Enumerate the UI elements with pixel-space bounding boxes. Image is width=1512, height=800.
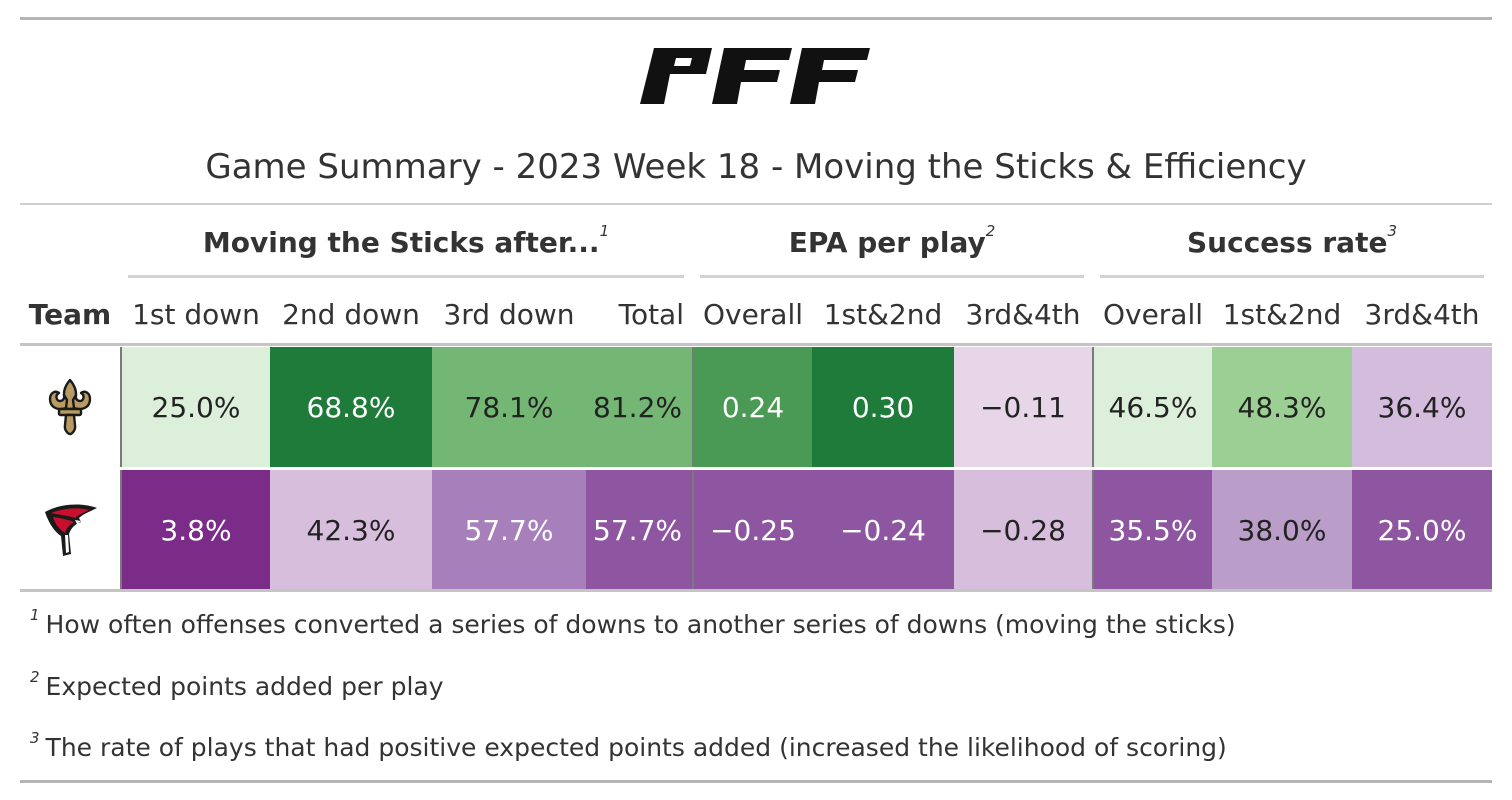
footnote-text: How often offenses converted a series of… [45, 610, 1236, 639]
column-header-epa-1st-2nd: 1st&2nd [823, 297, 943, 331]
falcons-logo-icon [45, 504, 97, 556]
footnote-mark: 2 [985, 222, 996, 240]
title-rule [20, 203, 1492, 205]
cell-saints-3rd-down: 78.1% [432, 347, 586, 467]
cell-falcons-epa-overall: −0.25 [694, 470, 812, 590]
cell-saints-1st-down: 25.0% [122, 347, 270, 467]
spanner-label: Success rate [1187, 226, 1388, 259]
footnote-text: Expected points added per play [45, 672, 444, 701]
footnote-mark: 3 [1387, 222, 1397, 240]
spanner-success-rate: Success rate3 [1100, 222, 1484, 278]
footnote-3: 3 The rate of plays that had positive exp… [30, 729, 1227, 762]
cell-falcons-total: 57.7% [586, 470, 692, 590]
team-cell-saints [20, 347, 120, 467]
footnote-1: 1 How often offenses converted a series o… [30, 606, 1236, 639]
cell-saints-success-overall: 46.5% [1094, 347, 1212, 467]
cell-falcons-success-1st-2nd: 38.0% [1212, 470, 1352, 590]
bottom-rule [20, 780, 1492, 783]
cell-falcons-2nd-down: 42.3% [270, 470, 432, 590]
header-rule [20, 343, 1492, 346]
cell-saints-epa-overall: 0.24 [694, 347, 812, 467]
column-header-2nd-down: 2nd down [282, 297, 420, 331]
cell-falcons-epa-3rd-4th: −0.28 [954, 470, 1092, 590]
column-header-team: Team [28, 297, 112, 331]
column-header-success-3rd-4th: 3rd&4th [1364, 297, 1480, 331]
column-header-success-1st-2nd: 1st&2nd [1222, 297, 1342, 331]
table-title: Game Summary - 2023 Week 18 - Moving the… [205, 147, 1307, 187]
column-header-epa-3rd-4th: 3rd&4th [965, 297, 1081, 331]
cell-falcons-1st-down: 3.8% [122, 470, 270, 590]
cell-saints-success-3rd-4th: 36.4% [1352, 347, 1492, 467]
cell-saints-epa-3rd-4th: −0.11 [954, 347, 1092, 467]
cell-falcons-success-overall: 35.5% [1094, 470, 1212, 590]
footnote-mark: 2 [30, 668, 40, 686]
cell-saints-epa-1st-2nd: 0.30 [812, 347, 954, 467]
column-header-3rd-down: 3rd down [443, 297, 575, 331]
cell-saints-2nd-down: 68.8% [270, 347, 432, 467]
footnote-2: 2 Expected points added per play [30, 668, 444, 701]
saints-fleur-de-lis-icon [48, 378, 92, 436]
team-cell-falcons [20, 470, 120, 590]
footnote-mark: 1 [30, 606, 40, 624]
cell-falcons-3rd-down: 57.7% [432, 470, 586, 590]
column-header-success-overall: Overall [1102, 297, 1204, 331]
top-rule [20, 17, 1492, 20]
pff-logo [640, 48, 870, 104]
column-header-epa-overall: Overall [702, 297, 804, 331]
body-rule [20, 589, 1492, 592]
row-separator [20, 467, 1492, 470]
footnote-text: The rate of plays that had positive expe… [45, 733, 1227, 762]
cell-saints-success-1st-2nd: 48.3% [1212, 347, 1352, 467]
spanner-label: EPA per play [788, 226, 986, 259]
column-header-1st-down: 1st down [132, 297, 260, 331]
cell-falcons-epa-1st-2nd: −0.24 [812, 470, 954, 590]
footnote-mark: 3 [30, 729, 40, 747]
footnote-mark: 1 [599, 222, 610, 240]
cell-falcons-success-3rd-4th: 25.0% [1352, 470, 1492, 590]
cell-saints-total: 81.2% [586, 347, 692, 467]
column-header-total: Total [618, 297, 684, 331]
spanner-epa: EPA per play2 [700, 222, 1084, 278]
spanner-label: Moving the Sticks after... [202, 226, 600, 259]
spanner-moving-sticks: Moving the Sticks after...1 [128, 222, 684, 278]
